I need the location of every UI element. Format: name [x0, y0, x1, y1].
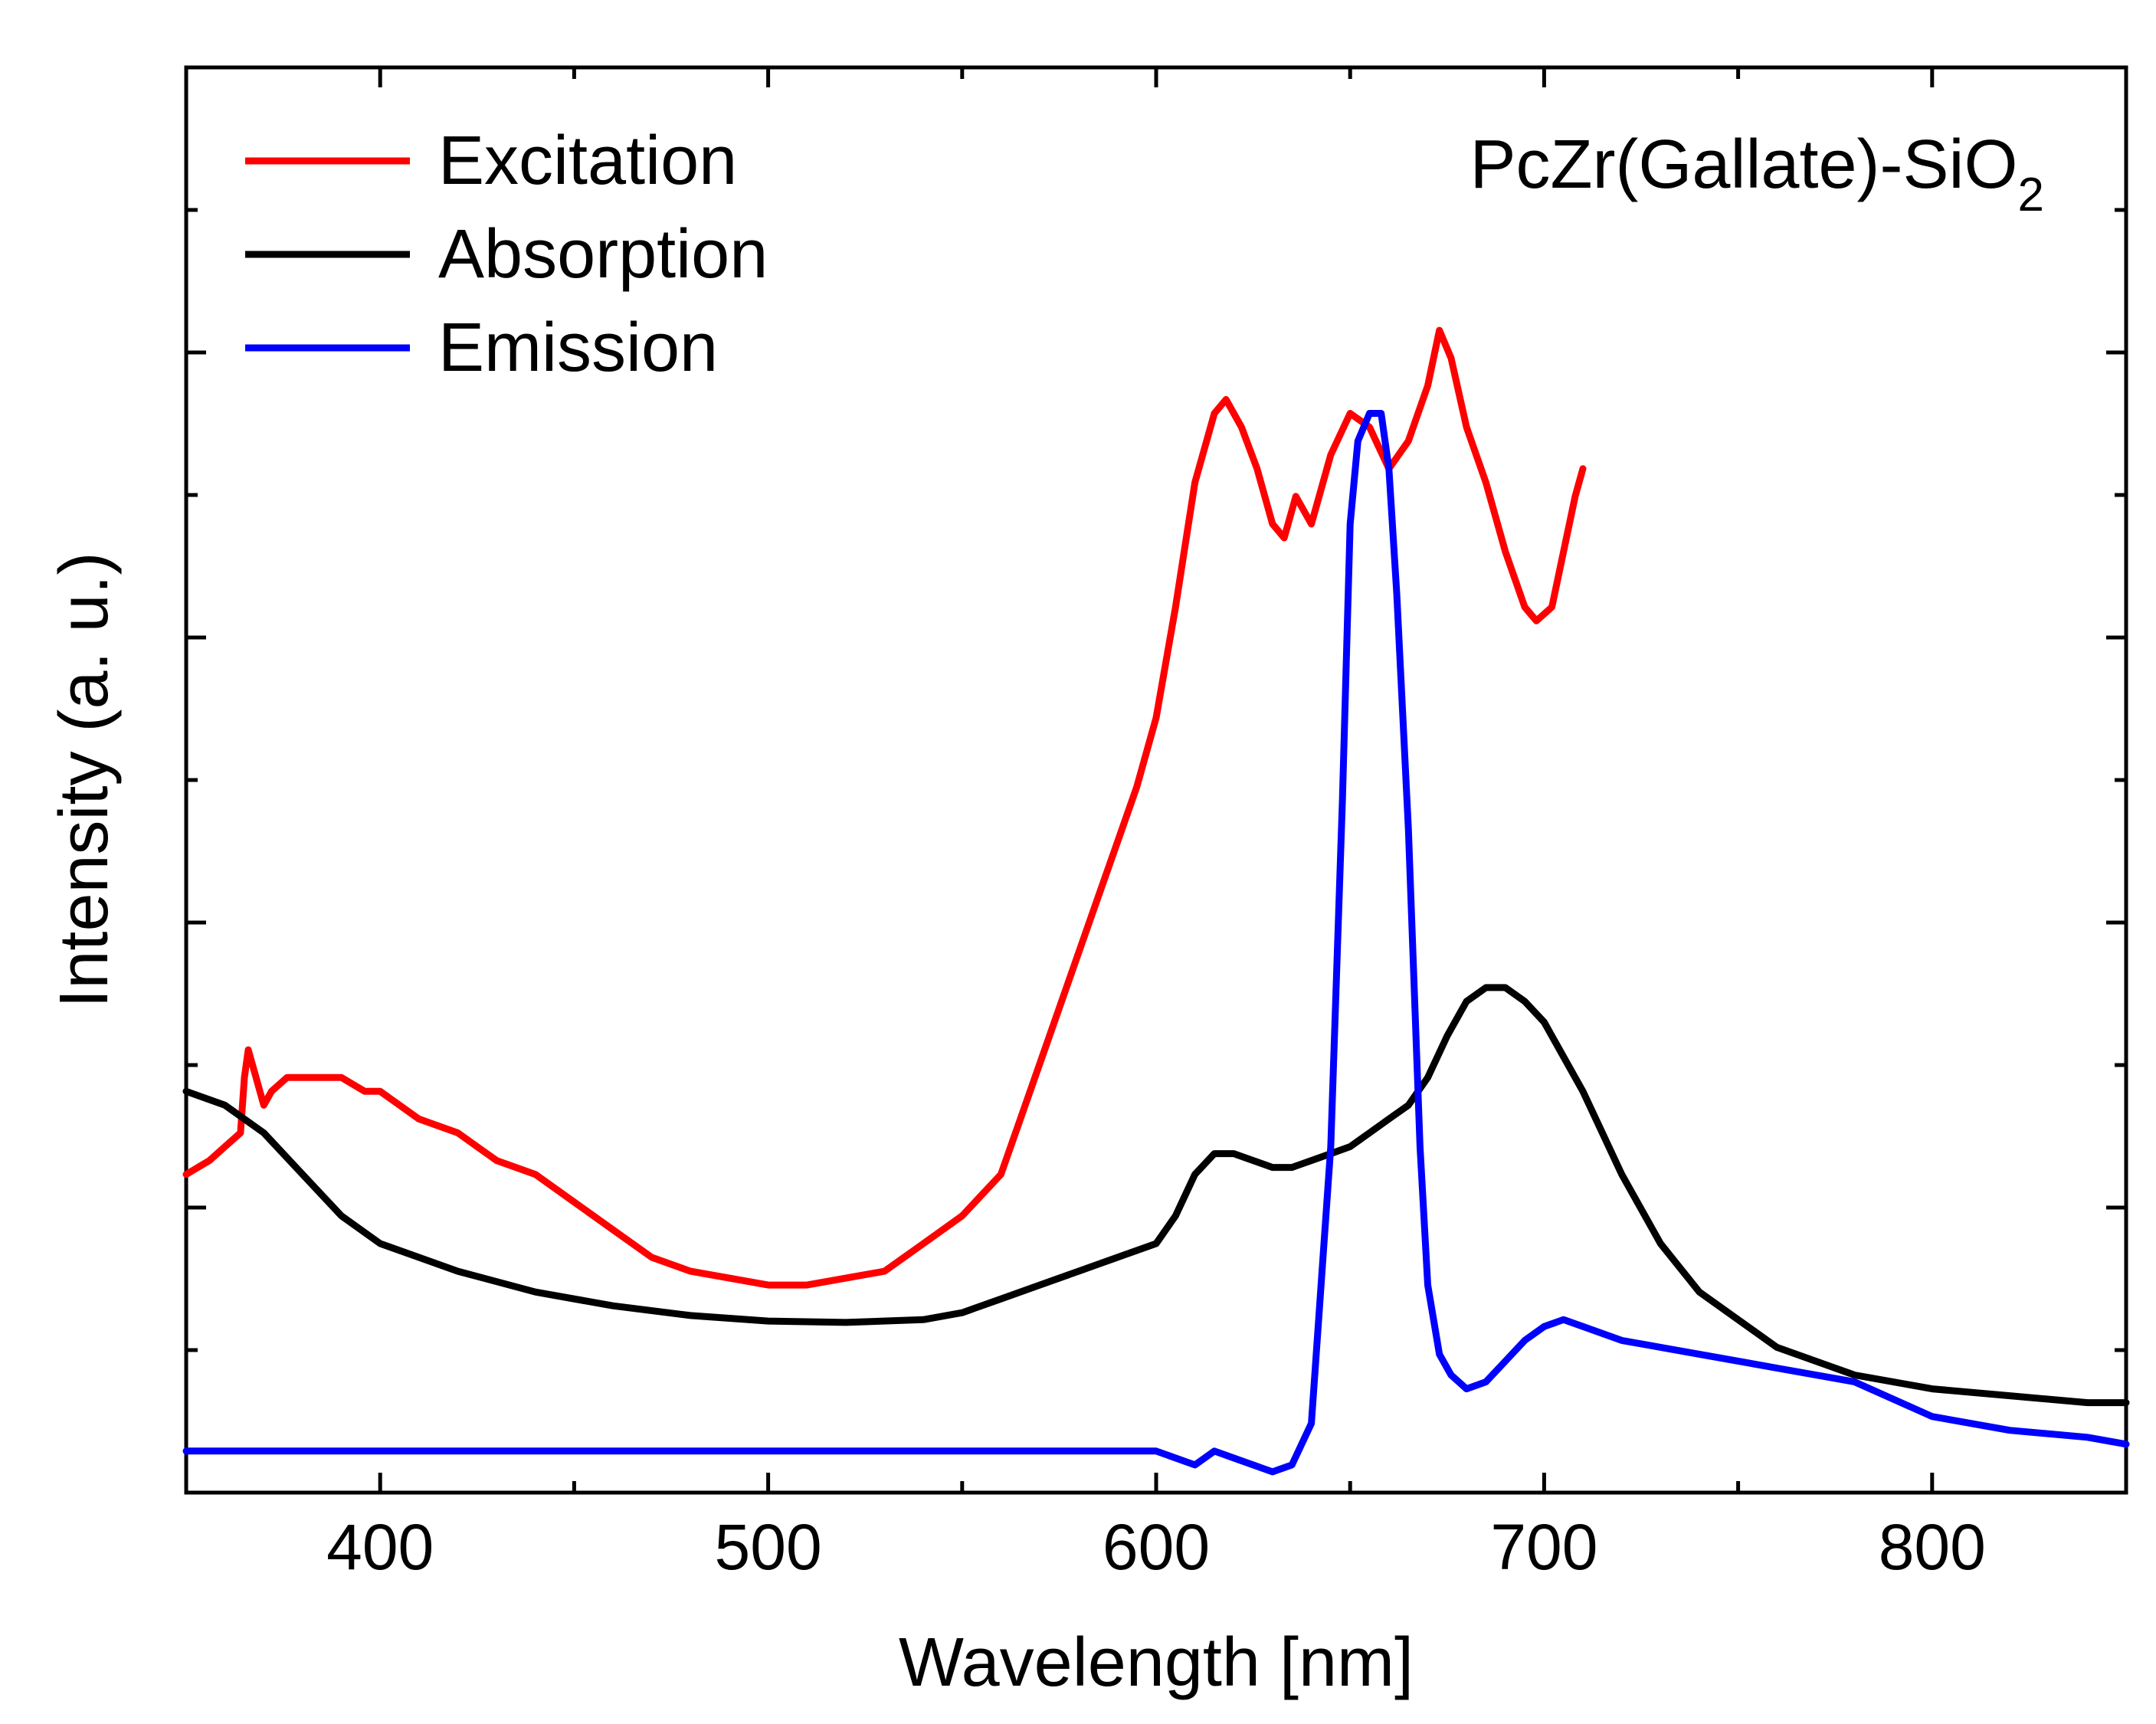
sample-annotation-subscript: 2	[2018, 169, 2044, 221]
sample-annotation: PcZr(Gallate)-SiO2	[1470, 126, 2044, 221]
series-line-emission	[182, 410, 2130, 1476]
series-layer	[182, 326, 2130, 1476]
x-tick-label: 800	[1879, 1511, 1986, 1583]
x-tick-label: 400	[326, 1511, 434, 1583]
legend-label-absorption: Absorption	[438, 216, 768, 293]
x-tick-label: 700	[1490, 1511, 1597, 1583]
sample-annotation-main: PcZr(Gallate)-SiO	[1470, 126, 2017, 203]
x-tick-label: 600	[1103, 1511, 1210, 1583]
legend: Excitation Absorption Emission	[245, 123, 768, 386]
tick-layer	[184, 67, 2128, 1493]
x-tick-labels: 400 500 600 700 800	[326, 1511, 1986, 1583]
x-tick-label: 500	[715, 1511, 822, 1583]
series-line-excitation	[182, 326, 1587, 1289]
x-axis-title: Wavelength [nm]	[899, 1624, 1414, 1701]
series-line-absorption	[182, 984, 2130, 1407]
y-axis-title: Intensity (a. u.)	[46, 552, 123, 1008]
legend-label-emission: Emission	[438, 310, 718, 386]
legend-label-excitation: Excitation	[438, 123, 737, 199]
